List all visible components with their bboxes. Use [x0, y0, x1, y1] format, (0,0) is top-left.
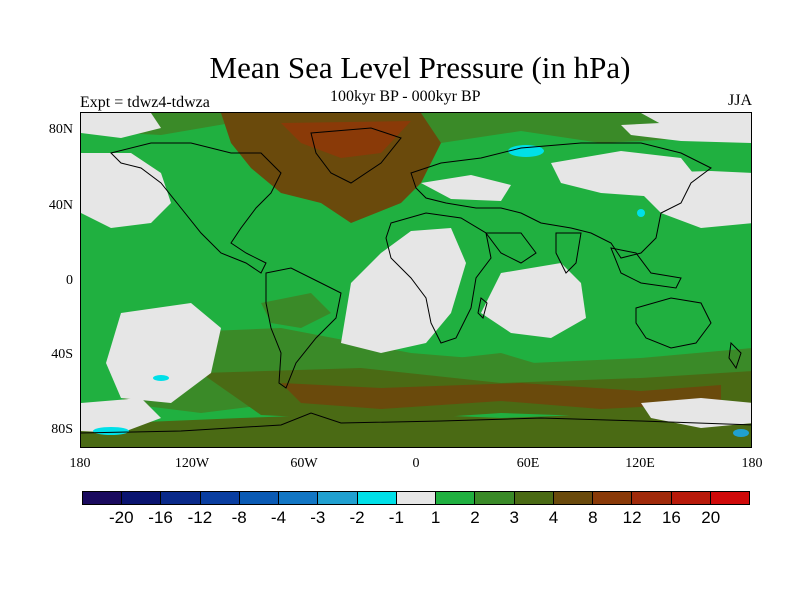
colorbar-label-6: -2 [349, 508, 365, 527]
colorbar-label-8: 1 [430, 508, 441, 527]
colorbar-box-5 [279, 492, 319, 504]
colorbar-box-2 [161, 492, 201, 504]
plot-title: Mean Sea Level Pressure (in hPa) [209, 50, 631, 85]
colorbar-box-6 [318, 492, 358, 504]
colorbar-box-3 [200, 492, 240, 504]
colorbar-label-4: -4 [270, 508, 287, 527]
colorbar-label-2: -12 [187, 508, 213, 527]
colorbar-box-0 [83, 492, 123, 504]
lon-label-0: 0 [412, 456, 420, 471]
colorbar-label-10: 3 [509, 508, 519, 527]
colorbar-label-11: 4 [548, 508, 559, 527]
colorbar-label-1: -16 [148, 508, 173, 527]
colorbar-box-8 [396, 492, 437, 504]
colorbar-label-15: 20 [701, 508, 721, 527]
colorbar-box-1 [122, 492, 162, 504]
colorbar-box-4 [239, 492, 280, 504]
map-panel [80, 112, 752, 448]
colorbar-box-7 [357, 492, 397, 504]
colorbar [82, 491, 750, 505]
colorbar-box-14 [632, 492, 672, 504]
colorbar-box-11 [514, 492, 554, 504]
colorbar-label-13: 12 [622, 508, 642, 527]
colorbar-box-16 [710, 492, 749, 504]
colorbar-label-3: -8 [231, 508, 247, 527]
lon-label-60e: 60E [516, 456, 540, 471]
season-label: JJA [727, 92, 752, 109]
colorbar-box-12 [553, 492, 594, 504]
coastlines [81, 127, 751, 434]
lon-label-180e: 180 [741, 456, 763, 471]
lat-label-40s: 40S [51, 347, 73, 362]
lat-label-0: 0 [66, 273, 73, 288]
lat-label-40n: 40N [48, 198, 73, 213]
colorbar-box-15 [671, 492, 711, 504]
lon-label-180w: 180 [69, 456, 91, 471]
colorbar-label-7: -1 [388, 508, 404, 527]
colorbar-label-9: 2 [470, 508, 480, 527]
colorbar-label-0: -20 [108, 508, 134, 527]
plot-subtitle: 100kyr BP - 000kyr BP [330, 88, 481, 105]
colorbar-label-14: 16 [661, 508, 681, 527]
lat-label-80s: 80S [51, 422, 73, 437]
colorbar-label-12: 8 [588, 508, 598, 527]
colorbar-label-5: -3 [310, 508, 326, 527]
lon-label-60w: 60W [290, 456, 318, 471]
lat-label-80n: 80N [48, 122, 73, 137]
lon-label-120w: 120W [174, 456, 210, 471]
pressure-field [81, 113, 751, 447]
lon-label-120e: 120E [625, 456, 655, 471]
experiment-label: Expt = tdwz4-tdwza [80, 94, 210, 111]
colorbar-box-13 [593, 492, 633, 504]
colorbar-box-9 [436, 492, 476, 504]
colorbar-box-10 [475, 492, 515, 504]
